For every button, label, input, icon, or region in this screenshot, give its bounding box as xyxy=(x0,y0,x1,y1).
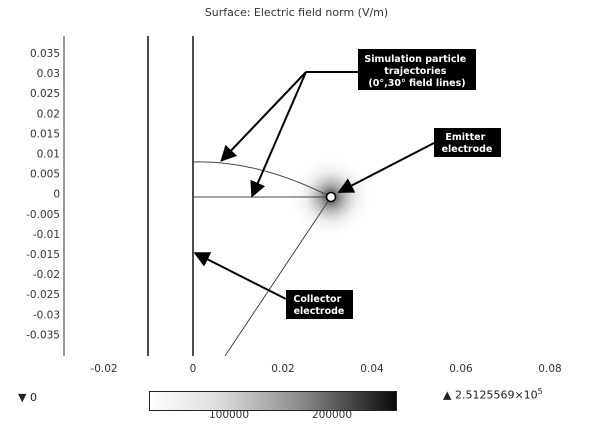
emitter-electrode-marker[interactable] xyxy=(325,191,337,203)
trajectory-arrow-2 xyxy=(250,71,307,198)
y-tick-label: 0.03 xyxy=(37,68,60,80)
callout-collector-line-2: electrode xyxy=(294,306,345,317)
field-line-diagonal xyxy=(224,196,332,357)
colorbar-tick-100000: 100000 xyxy=(208,409,250,421)
y-tick-label: 0.005 xyxy=(30,169,60,181)
emitter-arrow xyxy=(337,142,435,193)
colorbar-tick-200000: 200000 xyxy=(311,409,353,421)
x-tick-label: 0.08 xyxy=(538,363,561,375)
y-tick-label: -0.025 xyxy=(26,289,60,301)
callout-collector-box xyxy=(286,290,353,319)
trajectory-arrow-1 xyxy=(220,71,307,162)
colorbar-max-value: ▲ 2.5125569×10 xyxy=(443,388,538,402)
collector-arrow xyxy=(193,252,287,300)
callout-trajectories-line-2: trajectories xyxy=(384,66,446,77)
callout-trajectories-box xyxy=(358,49,476,90)
x-tick-label: 0.02 xyxy=(271,363,294,375)
colorbar-min-label: ▼ 0 xyxy=(18,391,37,404)
y-tick-label: 0 xyxy=(53,189,60,201)
y-tick-label: -0.02 xyxy=(33,269,60,281)
callout-emitter-box xyxy=(434,128,501,157)
y-tick-label: -0.035 xyxy=(26,329,60,341)
y-tick-label: 0.035 xyxy=(30,48,60,60)
callout-emitter-line-2: electrode xyxy=(442,144,493,155)
svg-text:Collector electrode: Collector electrode xyxy=(293,294,344,317)
callout-collector-line-1: Collector xyxy=(293,294,341,305)
x-tick-label: 0.06 xyxy=(449,363,473,375)
y-tick-label: -0.005 xyxy=(26,209,60,221)
svg-text:Emitter electrode: Emitter electrode xyxy=(442,132,493,155)
callout-trajectories-line-1: Simulation particle xyxy=(364,54,466,65)
x-tick-labels: -0.02 0 0.02 0.04 0.06 0.08 xyxy=(90,363,561,375)
y-tick-label: 0.025 xyxy=(30,88,60,100)
trajectory-30deg xyxy=(192,161,332,198)
x-tick-label: 0 xyxy=(190,363,197,375)
plot-title: Surface: Electric field norm (V/m) xyxy=(204,6,389,19)
y-tick-label: -0.01 xyxy=(33,229,60,241)
callout-trajectories-line-3: (0°,30° field lines) xyxy=(368,78,465,89)
colorbar-max-exponent: 5 xyxy=(537,387,543,396)
callout-emitter-line-1: Emitter xyxy=(445,132,485,143)
y-tick-labels: 0.035 0.03 0.025 0.02 0.015 0.01 0.005 0 -0.005 -… xyxy=(26,48,60,341)
svg-text:Simulation particle trajec: Simulation particle trajectories (0°,30°… xyxy=(364,54,469,89)
x-tick-label: -0.02 xyxy=(90,363,117,375)
colorbar xyxy=(149,391,397,411)
y-tick-label: -0.03 xyxy=(33,309,60,321)
y-tick-label: -0.015 xyxy=(26,249,60,261)
y-tick-label: 0.02 xyxy=(37,108,60,120)
colorbar-max-label: ▲ 2.5125569×105 xyxy=(443,387,543,402)
plot-canvas[interactable]: 0.035 0.03 0.025 0.02 0.015 0.01 0.005 0 -0.005 -… xyxy=(0,0,593,385)
y-tick-label: 0.015 xyxy=(30,128,60,140)
x-tick-label: 0.04 xyxy=(360,363,384,375)
y-tick-label: 0.01 xyxy=(37,149,60,161)
